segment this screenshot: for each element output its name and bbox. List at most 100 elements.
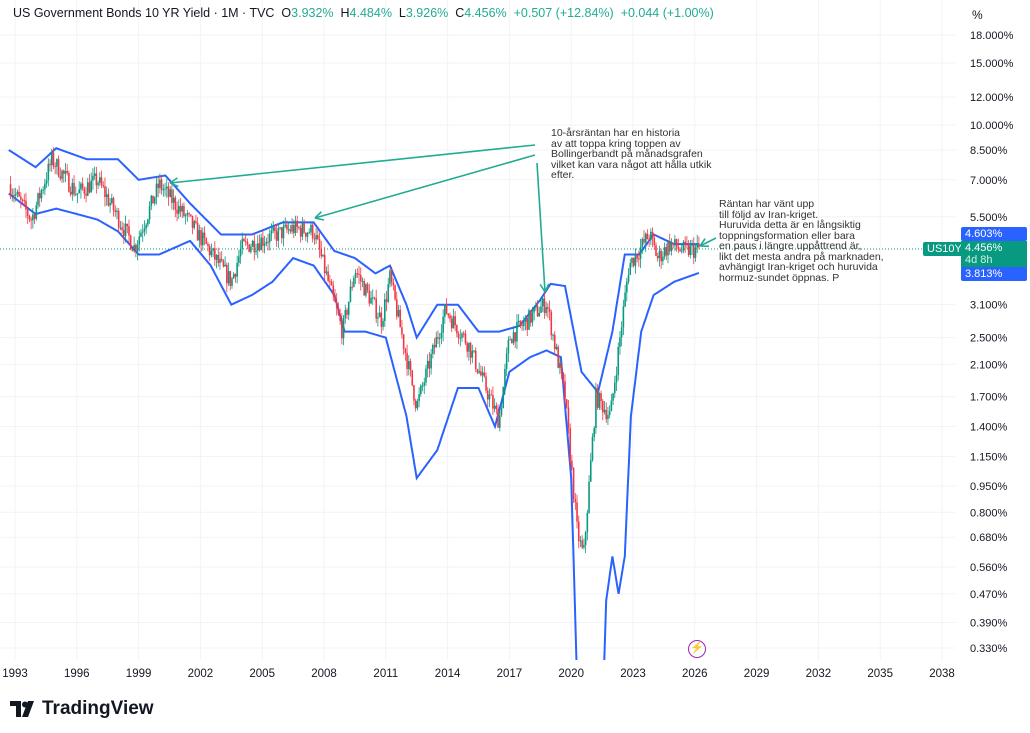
candle <box>576 494 578 529</box>
candle <box>270 223 273 241</box>
candle <box>33 212 36 225</box>
y-tick-label: 3.100% <box>970 300 1008 312</box>
candle <box>430 348 432 375</box>
candle <box>488 388 491 408</box>
plot-area <box>0 147 955 660</box>
candle <box>325 266 328 276</box>
candle <box>66 164 68 176</box>
bb-upper-band <box>8 147 699 395</box>
candle <box>636 254 638 263</box>
candle <box>368 283 371 307</box>
y-tick-label: 8.500% <box>970 145 1008 157</box>
candle <box>548 300 551 321</box>
candle <box>444 303 446 324</box>
x-tick-label: 2029 <box>744 668 770 680</box>
candle <box>160 175 163 195</box>
candle <box>284 217 287 229</box>
annotation-note-1[interactable]: 10-årsräntan har en historia av att topp… <box>551 127 712 181</box>
candle <box>615 366 618 392</box>
tradingview-logo[interactable]: TradingView <box>10 698 154 720</box>
candle <box>54 162 56 175</box>
x-tick-label: 2008 <box>311 668 337 680</box>
candle <box>389 269 391 288</box>
candle <box>361 277 364 288</box>
candle <box>186 210 189 222</box>
candle <box>251 239 254 248</box>
high-value: 4.484% <box>349 6 392 20</box>
candle <box>397 304 400 318</box>
candle <box>291 218 293 235</box>
candle <box>265 237 268 247</box>
candle <box>56 158 58 175</box>
candle <box>500 403 503 418</box>
candle <box>109 197 111 213</box>
candle <box>30 216 32 230</box>
candle <box>244 235 247 246</box>
candle <box>552 333 554 341</box>
candle <box>514 331 517 348</box>
candle <box>332 280 335 301</box>
candle <box>529 309 532 327</box>
annotation-arrow[interactable] <box>169 144 536 188</box>
candle <box>435 331 438 348</box>
candle <box>107 188 110 207</box>
candle <box>145 222 147 235</box>
candle <box>517 314 520 328</box>
candle <box>452 308 455 329</box>
candle <box>184 213 187 225</box>
candle <box>341 313 343 345</box>
candle <box>612 392 614 406</box>
candle <box>128 219 130 245</box>
axis-unit[interactable]: % <box>972 8 983 22</box>
x-tick-label: 2002 <box>188 668 214 680</box>
annotation-arrow[interactable] <box>699 237 717 248</box>
brand-name: TradingView <box>42 698 154 719</box>
candle <box>416 398 419 411</box>
candle <box>18 185 20 198</box>
candle <box>663 242 666 260</box>
tradingview-logo-icon <box>10 701 34 717</box>
close-value: 4.456% <box>464 6 507 20</box>
annotation-note-2[interactable]: Räntan har vänt upp till följd av Iran-k… <box>719 198 884 284</box>
high-label: H <box>340 6 350 20</box>
candle <box>511 338 513 344</box>
candle <box>274 224 276 240</box>
candle <box>267 233 269 251</box>
candle <box>335 293 338 316</box>
candle <box>588 475 590 514</box>
candle <box>37 192 39 209</box>
candle <box>413 384 415 406</box>
candle <box>358 265 360 284</box>
candle <box>121 221 123 234</box>
bb-lower-tag: 3.813% <box>961 267 1027 281</box>
candle <box>49 159 51 172</box>
candle <box>353 275 355 288</box>
annotation-arrow[interactable] <box>314 154 536 221</box>
y-tick-label: 0.950% <box>970 481 1008 493</box>
candle <box>658 245 661 267</box>
candle <box>643 230 645 245</box>
candle <box>42 186 44 195</box>
candle <box>162 184 165 197</box>
y-tick-label: 0.330% <box>970 643 1008 655</box>
candle <box>624 284 626 308</box>
candle <box>675 238 678 252</box>
candle <box>191 215 194 235</box>
symbol-title[interactable]: US Government Bonds 10 YR Yield · 1M · T… <box>13 6 275 20</box>
candle <box>545 301 547 317</box>
candle <box>232 272 235 279</box>
candle <box>95 166 98 194</box>
candle <box>569 423 571 465</box>
candle <box>378 305 381 318</box>
candle <box>674 234 676 252</box>
candle <box>50 148 53 172</box>
candle <box>152 195 154 204</box>
candle <box>25 192 27 219</box>
symbol-legend: US Government Bonds 10 YR Yield · 1M · T… <box>13 6 714 20</box>
candle <box>483 366 486 378</box>
annotation-arrow[interactable] <box>536 162 550 293</box>
lightning-icon[interactable]: ⚡ <box>688 640 706 658</box>
candle <box>183 202 185 218</box>
candle <box>442 309 444 342</box>
